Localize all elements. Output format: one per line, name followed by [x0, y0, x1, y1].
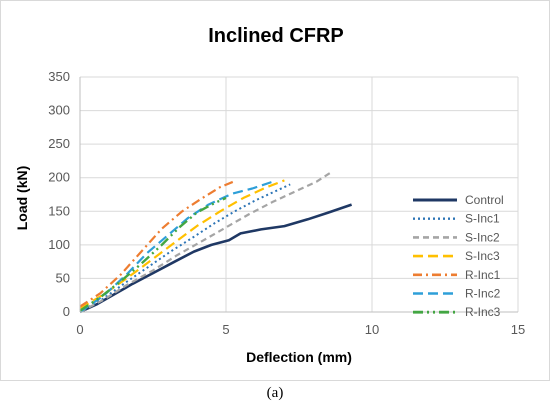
legend-item-s-inc3: S-Inc3 — [413, 249, 500, 263]
y-tick-label: 250 — [48, 136, 70, 151]
series-layer — [79, 171, 353, 314]
x-tick-label: 15 — [511, 322, 525, 337]
y-axis-title: Load (kN) — [14, 166, 30, 231]
series-line-s-inc2 — [79, 171, 332, 313]
legend-item-s-inc1: S-Inc1 — [413, 212, 500, 226]
legend: Control S-Inc1 S-Inc2 S-Inc3 R-Inc1 R-Inc2 R-I… — [413, 193, 504, 319]
gridlines — [80, 76, 519, 312]
y-tick-label: 350 — [48, 69, 70, 84]
y-tick-label: 300 — [48, 103, 70, 118]
line-chart: Inclined CFRP 0 50 100 150 200 250 300 350 0 5 10 1… — [0, 0, 550, 381]
x-tick-label: 5 — [222, 322, 229, 337]
legend-item-s-inc2: S-Inc2 — [413, 230, 500, 244]
legend-label: Control — [465, 193, 504, 207]
axes: 0 50 100 150 200 250 300 350 0 5 10 15 — [48, 69, 525, 337]
legend-label: R-Inc2 — [465, 287, 501, 301]
series-line-r-inc2 — [79, 180, 274, 313]
chart-frame: Inclined CFRP 0 50 100 150 200 250 300 350 0 5 10 1… — [0, 0, 550, 381]
series-line-r-inc1 — [79, 180, 236, 308]
legend-item-control: Control — [413, 193, 504, 207]
legend-item-r-inc2: R-Inc2 — [413, 287, 501, 301]
series-line-s-inc1 — [79, 183, 291, 313]
y-tick-label: 150 — [48, 203, 70, 218]
legend-label: R-Inc3 — [465, 305, 501, 319]
y-tick-label: 100 — [48, 237, 70, 252]
x-tick-label: 10 — [365, 322, 379, 337]
legend-item-r-inc1: R-Inc1 — [413, 268, 501, 282]
chart-title: Inclined CFRP — [208, 25, 344, 47]
legend-label: S-Inc2 — [465, 230, 500, 244]
legend-item-r-inc3: R-Inc3 — [413, 305, 501, 319]
legend-label: R-Inc1 — [465, 268, 501, 282]
y-tick-label: 0 — [63, 304, 70, 319]
legend-label: S-Inc3 — [465, 249, 500, 263]
series-line-s-inc3 — [79, 179, 285, 310]
series-line-r-inc3 — [79, 196, 227, 312]
x-tick-label: 0 — [76, 322, 83, 337]
series-line-control — [79, 203, 353, 314]
y-tick-label: 200 — [48, 170, 70, 185]
x-axis-title: Deflection (mm) — [246, 349, 352, 365]
y-tick-label: 50 — [56, 270, 70, 285]
figure-caption: (a) — [266, 385, 284, 401]
legend-label: S-Inc1 — [465, 212, 500, 226]
